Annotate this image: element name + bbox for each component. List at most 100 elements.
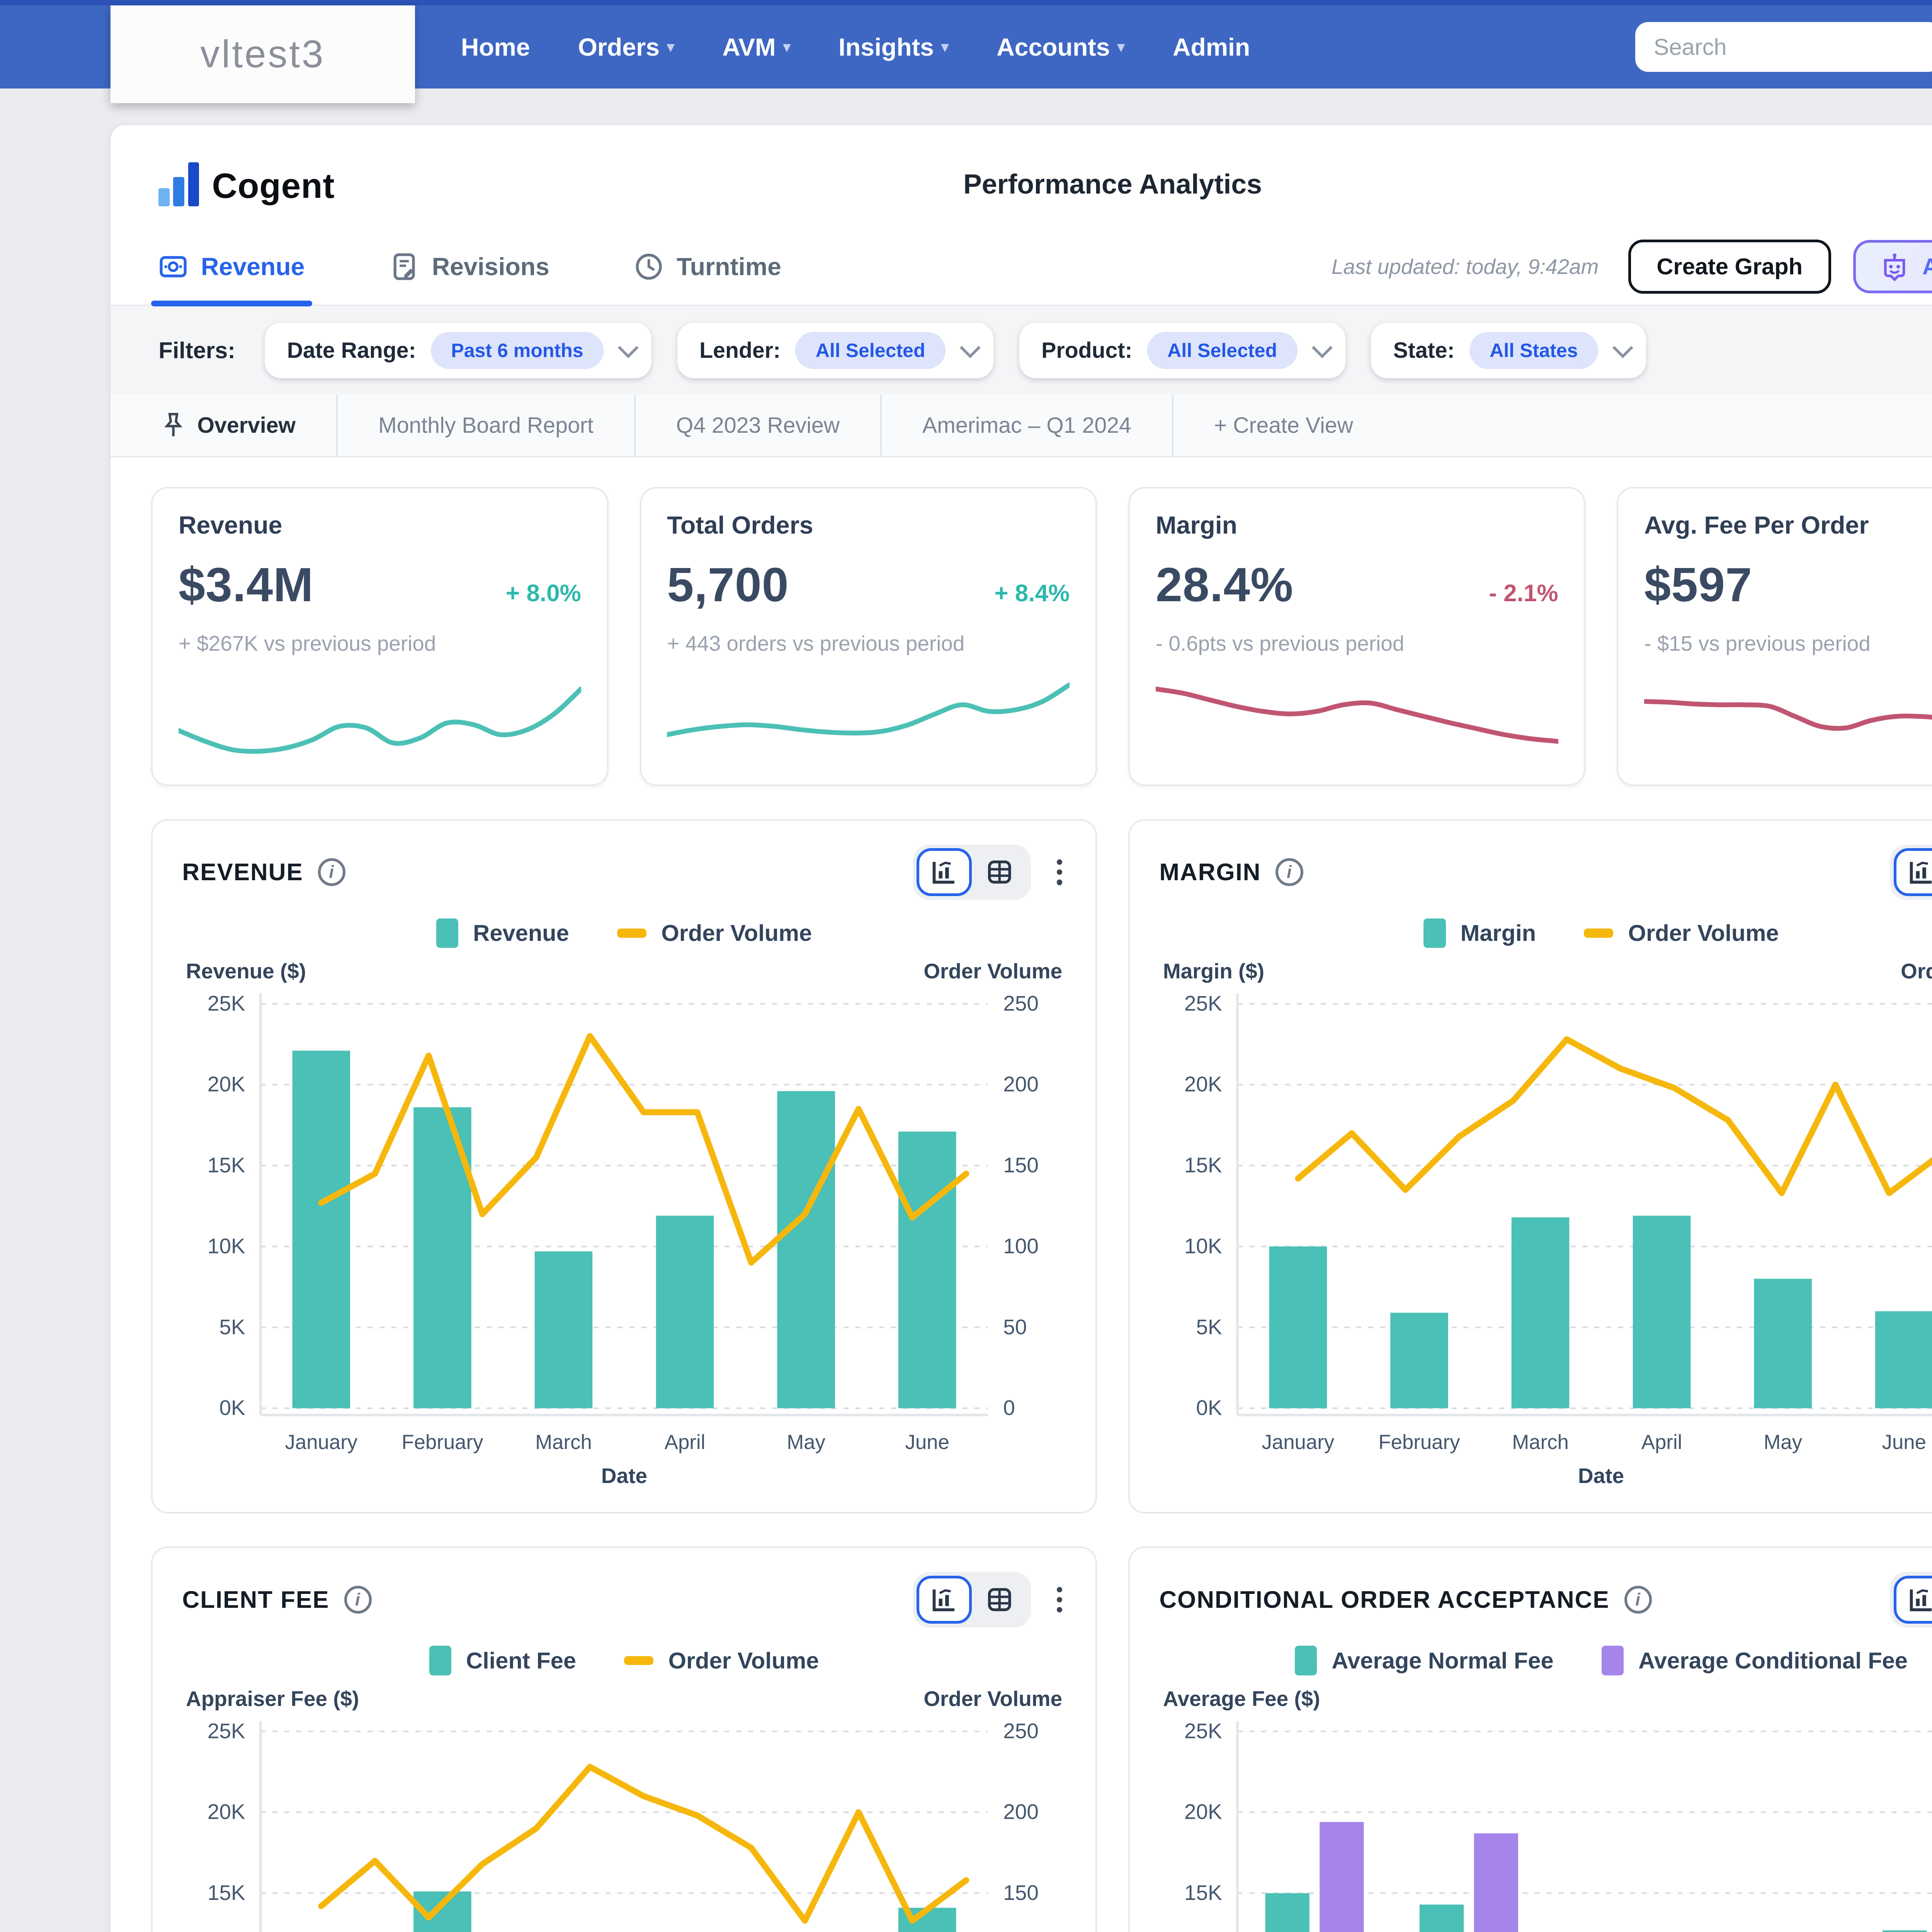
kebab-menu-icon[interactable] [1053, 855, 1066, 889]
chart-view-button[interactable] [1894, 848, 1932, 896]
filter-lender[interactable]: Lender: All Selected [677, 322, 994, 378]
legend-label: Order Volume [661, 920, 812, 946]
nav-item-insights[interactable]: Insights ▾ [838, 33, 949, 61]
chart-view-button[interactable] [917, 1576, 972, 1624]
axis-headers: Revenue ($) Order Volume [182, 951, 1066, 983]
svg-text:5K: 5K [219, 1315, 245, 1339]
kpi-subtext: - $15 vs previous period [1644, 631, 1871, 655]
info-icon[interactable]: i [318, 858, 346, 886]
filter-name: Product: [1041, 338, 1133, 363]
chart-view-button[interactable] [1894, 1576, 1932, 1624]
legend-swatch [624, 1656, 654, 1665]
chart-view-button[interactable] [917, 848, 972, 896]
info-icon[interactable]: i [344, 1586, 372, 1614]
filters-bar: Filters: Date Range: Past 6 months Lender:… [111, 306, 1932, 395]
chevron-down-icon: ▾ [783, 38, 791, 55]
filter-state[interactable]: State: All States [1371, 322, 1646, 378]
legend-item: Order Volume [624, 1647, 819, 1674]
svg-text:25K: 25K [1184, 1719, 1222, 1743]
view-tab-3[interactable]: Q4 2023 Review [636, 395, 882, 456]
app-logo[interactable]: vltest3 [111, 5, 415, 103]
kebab-menu-icon[interactable] [1053, 1583, 1066, 1616]
legend-swatch [1601, 1646, 1624, 1675]
filter-items: Date Range: Past 6 months Lender: All Selec… [265, 322, 1646, 378]
axis-headers: Margin ($) Order Volume [1159, 951, 1932, 983]
filters-label: Filters: [158, 337, 236, 364]
filter-name: Date Range: [287, 338, 416, 363]
legend-label: Average Normal Fee [1332, 1647, 1554, 1673]
svg-text:0K: 0K [1196, 1396, 1223, 1420]
filter-product[interactable]: Product: All Selected [1019, 322, 1345, 378]
view-tab-2[interactable]: Monthly Board Report [338, 395, 636, 456]
legend-label: Margin [1460, 920, 1536, 946]
filter-value-pill: Past 6 months [430, 332, 604, 369]
legend-swatch [1584, 928, 1614, 938]
left-axis-title: Revenue ($) [186, 959, 306, 983]
svg-text:20K: 20K [1184, 1072, 1222, 1096]
chart-card-conditional: CONDITIONAL ORDER ACCEPTANCE i Average Nor… [1128, 1546, 1932, 1932]
chart-title: REVENUE i [182, 858, 346, 886]
view-tab-4[interactable]: Amerimac – Q1 2024 [882, 395, 1173, 456]
tab-turntime[interactable]: Turntime [634, 229, 781, 304]
dashboard-card: Performance Analytics Cogent Revenue Revi… [111, 125, 1932, 1932]
tab-revenue[interactable]: Revenue [151, 229, 313, 307]
svg-text:250: 250 [1003, 992, 1039, 1015]
kpi-value: $3.4M [179, 558, 314, 612]
right-axis-title: Order Volume [923, 1687, 1063, 1711]
create-graph-button[interactable]: Create Graph [1628, 239, 1831, 294]
filter-name: Lender: [699, 338, 781, 363]
search-input[interactable] [1653, 34, 1932, 60]
legend-label: Order Volume [1628, 920, 1779, 946]
kpi-card-total-orders: Total Orders 5,700 + 8.4% + 443 orders vs p… [639, 487, 1097, 786]
document-icon [389, 252, 419, 281]
kpi-sparkline [1641, 699, 1932, 731]
kpi-card-revenue: Revenue $3.4M + 8.0% + $267K vs previous pe… [151, 487, 609, 786]
svg-text:January: January [285, 1431, 357, 1454]
left-axis-title: Margin ($) [1163, 959, 1264, 983]
legend-swatch [436, 918, 459, 948]
navbar-menu: Home Orders ▾ AVM ▾ Insights ▾ Accounts ▾ Admin [461, 33, 1250, 61]
svg-text:200: 200 [1003, 1800, 1039, 1824]
svg-text:April: April [664, 1431, 705, 1454]
nav-item-home[interactable]: Home [461, 33, 530, 61]
chevron-down-icon [618, 337, 639, 359]
chevron-down-icon: ▾ [1117, 38, 1125, 55]
nav-item-admin[interactable]: Admin [1172, 33, 1250, 61]
svg-text:Date: Date [1578, 1464, 1624, 1488]
svg-text:March: March [535, 1431, 592, 1454]
left-axis-title: Appraiser Fee ($) [186, 1687, 359, 1711]
info-icon[interactable]: i [1624, 1586, 1652, 1614]
kpi-sparkline [664, 682, 1072, 737]
info-icon[interactable]: i [1276, 858, 1304, 886]
table-view-button[interactable] [972, 848, 1027, 896]
kpi-title: Total Orders [667, 511, 813, 539]
chart-plot: 0K05K5010K10015K15020K20025K250JanuaryFe… [1184, 992, 1932, 1488]
chart-card-header: REVENUE i [182, 844, 1066, 900]
nav-item-accounts[interactable]: Accounts ▾ [997, 33, 1125, 61]
axis-headers: Average Fee ($) [1159, 1679, 1932, 1711]
svg-text:15K: 15K [207, 1153, 245, 1177]
nav-item-avm[interactable]: AVM ▾ [722, 33, 791, 61]
chevron-down-icon [960, 337, 981, 359]
svg-text:100: 100 [1003, 1234, 1039, 1258]
view-tab-1[interactable]: Overview [158, 395, 338, 456]
nav-item-orders[interactable]: Orders ▾ [578, 33, 675, 61]
report-tabs-left: Revenue Revisions Turntime [151, 229, 866, 307]
app-logo-text: vltest3 [200, 32, 325, 76]
svg-text:Date: Date [601, 1464, 647, 1488]
legend-item: Average Conditional Fee [1601, 1646, 1908, 1675]
svg-text:150: 150 [1003, 1153, 1039, 1177]
chevron-down-icon: ▾ [941, 38, 949, 55]
filter-daterange[interactable]: Date Range: Past 6 months [265, 322, 652, 378]
tab-revisions[interactable]: Revisions [389, 229, 549, 304]
chart-controls [1890, 1572, 1932, 1628]
kpi-sparkline [1153, 686, 1561, 744]
create-view-button[interactable]: + Create View [1214, 413, 1353, 438]
robot-icon [1884, 253, 1905, 281]
table-view-button[interactable] [972, 1576, 1027, 1624]
ai-insights-button[interactable]: AI Insights [1853, 240, 1932, 293]
svg-text:June: June [1882, 1431, 1926, 1454]
view-tab-label: Monthly Board Report [378, 413, 594, 438]
svg-text:March: March [1512, 1431, 1569, 1454]
